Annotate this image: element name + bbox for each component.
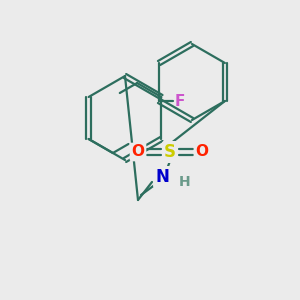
Text: F: F <box>175 94 185 109</box>
Text: N: N <box>155 168 169 186</box>
Text: O: O <box>131 145 145 160</box>
Text: O: O <box>196 145 208 160</box>
Text: S: S <box>164 143 176 161</box>
Text: H: H <box>179 175 191 189</box>
